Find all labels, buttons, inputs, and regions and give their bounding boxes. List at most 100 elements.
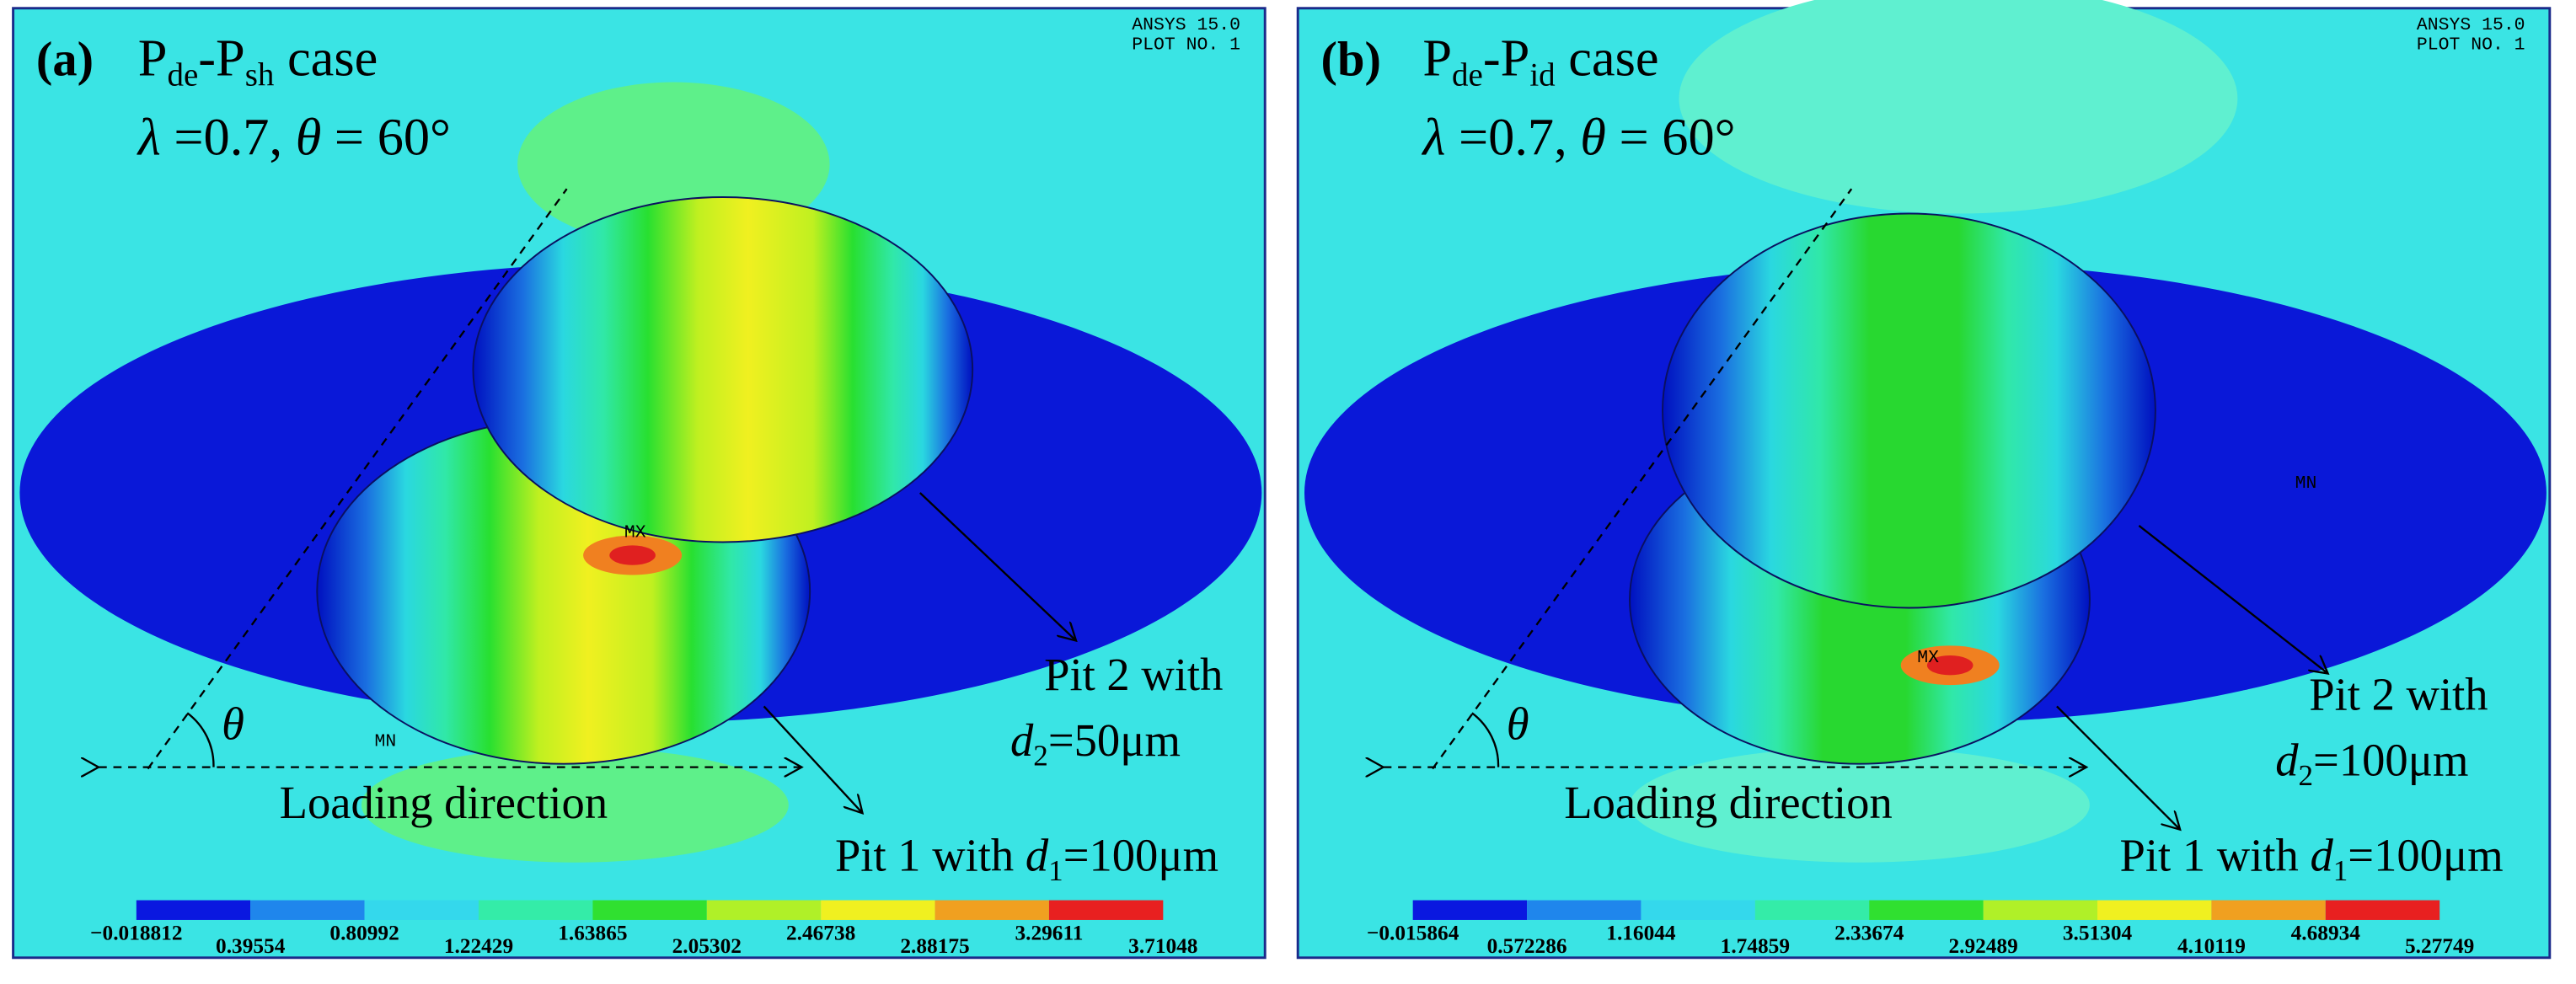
hot-core xyxy=(609,545,656,565)
colorbar-label: 1.22429 xyxy=(444,934,513,958)
colorbar-segment xyxy=(1641,900,1755,920)
loading-label: Loading direction xyxy=(1564,777,1892,828)
colorbar-segment xyxy=(250,900,365,920)
colorbar-segment xyxy=(1412,900,1528,920)
title-part: de xyxy=(1452,56,1483,93)
colorbar-segment xyxy=(1527,900,1641,920)
colorbar-segment xyxy=(1048,900,1164,920)
colorbar-segment xyxy=(478,900,593,920)
theta-label: θ xyxy=(1507,698,1529,749)
param-part: θ xyxy=(1580,108,1606,166)
colorbar-segment xyxy=(1754,900,1870,920)
colorbar-segment xyxy=(2325,900,2440,920)
pit1-label: Pit 1 with d1=100μm xyxy=(835,829,1218,887)
parameters: λ =0.7, θ = 60° xyxy=(137,108,451,166)
colorbar-segment xyxy=(592,900,707,920)
min-marker: MN xyxy=(2295,473,2317,494)
pit1-label-part: =100μm xyxy=(1063,829,1218,880)
param-part: =0.7, xyxy=(161,108,296,166)
title-part: P xyxy=(138,29,168,88)
colorbar-segment xyxy=(1869,900,1984,920)
colorbar-label: 3.51304 xyxy=(2063,921,2133,944)
pit1-label-part: Pit 1 with xyxy=(2120,829,2311,880)
min-marker: MN xyxy=(375,731,397,751)
colorbar-segment xyxy=(706,900,822,920)
green-zone-top xyxy=(1679,0,2238,214)
pit1-label-part: 1 xyxy=(1048,854,1063,887)
colorbar-label: −0.015864 xyxy=(1367,921,1459,944)
pit1-label-part: d xyxy=(1026,829,1049,880)
ansys-tag: ANSYS 15.0 xyxy=(2417,15,2525,35)
pit2-size-part: d xyxy=(2275,734,2299,785)
pit2-size-part: 2 xyxy=(1033,740,1048,773)
title-part: sh xyxy=(245,56,275,93)
angle-arc xyxy=(1471,712,1500,767)
pit-2 xyxy=(472,196,974,543)
ansys-tag: PLOT NO. 1 xyxy=(1132,35,1240,55)
panel-label: (a) xyxy=(36,32,94,87)
colorbar-label: 1.16044 xyxy=(1606,921,1676,944)
param-part: =0.7, xyxy=(1445,108,1580,166)
pit2-size-part: 2 xyxy=(2299,759,2314,792)
param-part: = 60° xyxy=(1606,108,1736,166)
pit1-label-part: 1 xyxy=(2333,854,2348,887)
pit2-arrow xyxy=(918,492,1076,640)
param-part: = 60° xyxy=(321,108,451,166)
colorbar-label: 0.80992 xyxy=(329,921,399,944)
ansys-tag: PLOT NO. 1 xyxy=(2417,35,2525,55)
ansys-tag: ANSYS 15.0 xyxy=(1132,15,1240,35)
panel-title: Pde-Pid case xyxy=(1422,29,1658,94)
panel: MX MN (b) Pde-Pid case λ =0.7, θ = 60° ANSYS … xyxy=(1296,0,2552,960)
colorbar-segment xyxy=(364,900,479,920)
pit1-label-part: d xyxy=(2310,829,2333,880)
max-marker: MX xyxy=(1917,648,1939,668)
colorbar-label: 2.05302 xyxy=(672,934,742,958)
pit2-size: d2=50μm xyxy=(1010,714,1181,773)
incline-line xyxy=(1432,188,1853,770)
colorbar-label: 2.46738 xyxy=(786,921,855,944)
colorbar-segment xyxy=(2097,900,2212,920)
colorbar-label: 4.10119 xyxy=(2177,934,2246,958)
pit1-label-part: =100μm xyxy=(2348,829,2503,880)
colorbar-label: 2.88175 xyxy=(900,934,969,958)
panel-label: (b) xyxy=(1320,32,1380,87)
colorbar-segment xyxy=(136,900,251,920)
colorbar-segment xyxy=(2211,900,2326,920)
pit2-arrow xyxy=(2138,525,2327,673)
pit2-size-part: =100μm xyxy=(2313,734,2468,785)
incline-line xyxy=(147,188,568,770)
pit2-size-part: d xyxy=(1010,714,1034,766)
colorbar-label: 4.68934 xyxy=(2291,921,2361,944)
pit1-label-part: Pit 1 with xyxy=(835,829,1026,880)
colorbar-segment xyxy=(821,900,935,920)
pit2-label: Pit 2 with xyxy=(2309,668,2488,719)
pit2-size-part: =50μm xyxy=(1048,714,1181,766)
loading-label: Loading direction xyxy=(280,777,608,828)
title-part: -P xyxy=(198,29,244,88)
pit2-size: d2=100μm xyxy=(2275,734,2468,792)
pit-2 xyxy=(1662,212,2156,609)
angle-arc xyxy=(186,712,215,767)
param-part: λ xyxy=(1421,108,1445,166)
parameters: λ =0.7, θ = 60° xyxy=(1421,108,1735,166)
title-part: case xyxy=(1556,29,1659,88)
colorbar-label: 2.33674 xyxy=(1834,921,1904,944)
colorbar-label: 2.92489 xyxy=(1948,934,2017,958)
title-part: case xyxy=(274,29,378,88)
pit2-label: Pit 2 with xyxy=(1044,649,1223,700)
colorbar-segment xyxy=(1983,900,2098,920)
theta-label: θ xyxy=(222,698,244,749)
title-part: id xyxy=(1529,56,1556,93)
colorbar-label: 3.71048 xyxy=(1128,934,1197,958)
colorbar-label: −0.018812 xyxy=(90,921,182,944)
pit1-arrow xyxy=(2056,705,2180,829)
pit1-arrow xyxy=(763,705,863,813)
colorbar-label: 5.27749 xyxy=(2405,934,2474,958)
colorbar-label: 0.39554 xyxy=(216,934,286,958)
param-part: λ xyxy=(137,108,161,166)
max-marker: MX xyxy=(624,523,646,543)
hot-core xyxy=(1926,655,1974,676)
title-part: de xyxy=(167,56,198,93)
colorbar-label: 1.63865 xyxy=(558,921,627,944)
param-part: θ xyxy=(296,108,322,166)
